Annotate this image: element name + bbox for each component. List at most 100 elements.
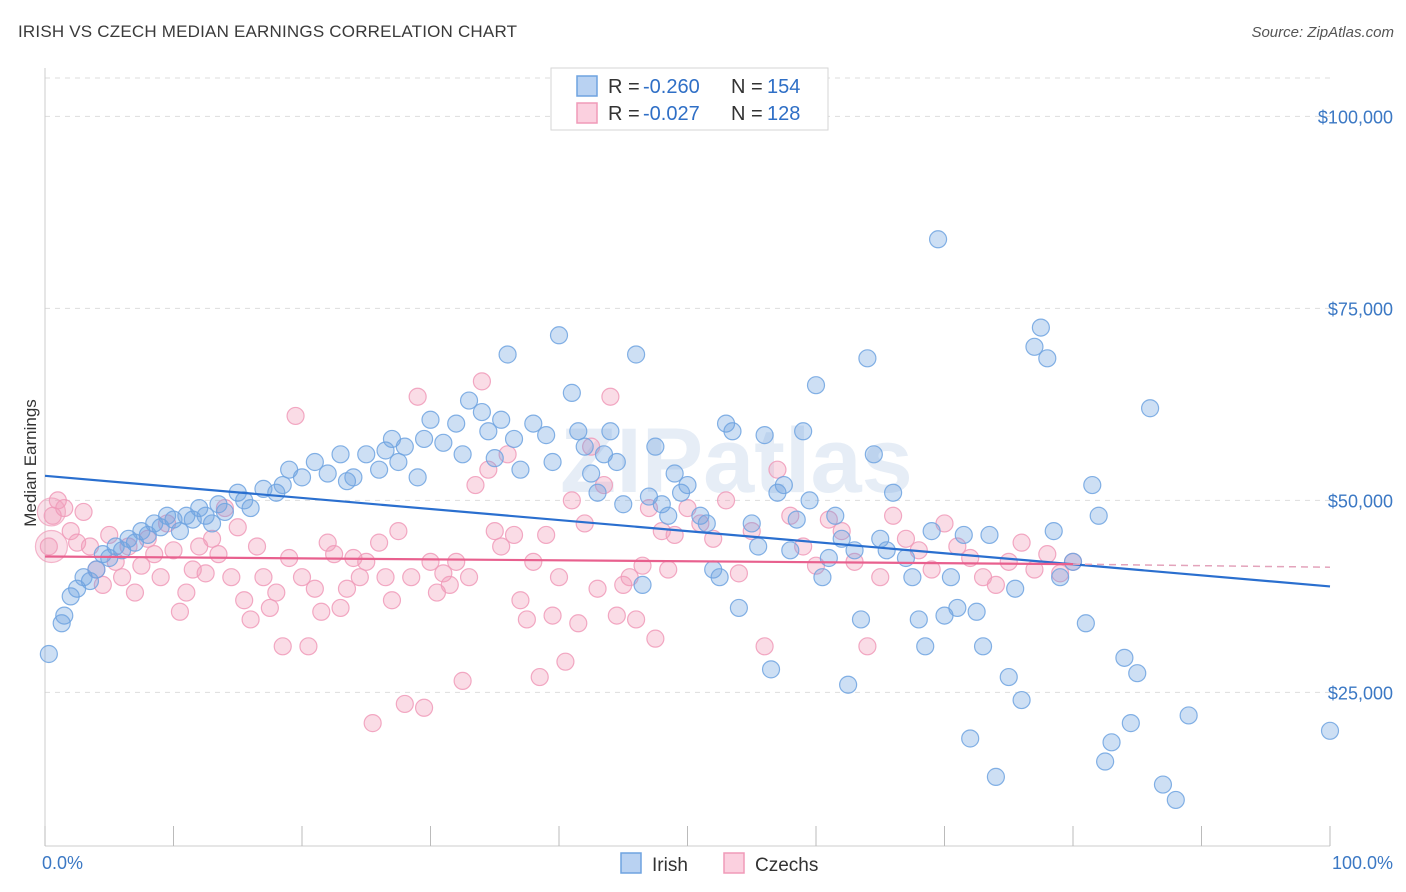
irish-point — [601, 422, 620, 441]
czech-point — [177, 583, 196, 602]
czech-point — [235, 591, 254, 610]
irish-point — [575, 437, 594, 456]
czech-point — [716, 491, 736, 510]
czech-point — [312, 602, 331, 621]
czech-point — [646, 629, 665, 648]
x-tick-label-min: 0.0% — [42, 853, 83, 873]
czech-point-large — [36, 497, 67, 527]
czech-point — [363, 714, 382, 733]
czech-point — [254, 568, 273, 587]
czech-point — [260, 598, 279, 618]
legend-irish-r-value: -0.260 — [643, 76, 700, 98]
czech-point — [202, 529, 222, 548]
czech-point — [318, 533, 337, 552]
bottom-legend-swatch-irish — [620, 852, 642, 874]
czech-trend-line — [44, 555, 1074, 566]
irish-point — [395, 437, 414, 456]
czech-point — [325, 545, 344, 564]
czech-point — [549, 568, 569, 587]
czech-point — [370, 533, 389, 552]
irish-point — [1012, 690, 1031, 710]
irish-point — [710, 568, 729, 587]
irish-point — [414, 429, 434, 449]
legend-czech-n-value: 128 — [767, 103, 800, 125]
legend-irish-n-value: 154 — [767, 76, 800, 98]
czech-point — [999, 552, 1018, 571]
czech-point — [440, 575, 459, 594]
irish-point — [903, 568, 922, 587]
irish-point — [202, 514, 222, 533]
irish-point — [241, 498, 260, 518]
czech-point — [517, 610, 536, 629]
irish-point — [569, 422, 588, 441]
irish-point — [877, 541, 896, 560]
irish-point — [1166, 790, 1185, 810]
czech-point — [434, 564, 453, 583]
irish-point — [723, 422, 742, 441]
irish-point — [626, 345, 646, 364]
czech-point — [331, 598, 350, 618]
legend-swatch-irish — [576, 75, 598, 97]
irish-point — [973, 637, 993, 656]
irish-point — [453, 445, 472, 464]
irish-point — [607, 452, 626, 472]
irish-point — [434, 433, 453, 452]
irish-point — [697, 514, 716, 533]
irish-point — [389, 452, 408, 472]
irish-point — [1140, 399, 1160, 418]
czech-point — [241, 610, 260, 629]
irish-point — [961, 729, 980, 748]
legend-czech-r-label: R = — [608, 103, 645, 125]
axes — [44, 68, 1331, 847]
irish-point — [1063, 552, 1083, 571]
irish-point — [864, 445, 883, 464]
irish-point — [1006, 579, 1025, 598]
irish-point — [755, 426, 774, 445]
czech-point — [986, 575, 1006, 594]
czech-point — [286, 406, 305, 426]
czech-point — [305, 579, 324, 598]
czech-point — [170, 602, 190, 621]
irish-point — [485, 449, 504, 468]
irish-point — [1128, 664, 1147, 683]
y-tick-label: $50,000 — [1328, 491, 1393, 511]
irish-point — [492, 410, 511, 429]
irish-point — [633, 575, 652, 594]
czech-point-large — [34, 529, 69, 564]
irish-point — [1083, 475, 1102, 495]
irish-point — [652, 495, 671, 514]
czech-point — [479, 460, 498, 479]
irish-point — [472, 402, 491, 422]
irish-point — [479, 422, 498, 441]
czech-point — [267, 583, 286, 602]
irish-point — [215, 502, 234, 522]
czech-point — [524, 552, 543, 571]
irish-point — [1102, 733, 1121, 752]
czech-point — [768, 460, 787, 479]
czech-point — [395, 694, 414, 714]
irish-point — [787, 510, 806, 529]
irish-point — [742, 514, 761, 533]
irish-point — [504, 429, 524, 449]
irish-point — [459, 391, 479, 410]
czech-point — [530, 667, 549, 687]
czech-point — [100, 525, 119, 545]
irish-point — [916, 637, 935, 656]
bottom-legend: Irish Czechs — [620, 852, 818, 876]
czech-point — [1012, 533, 1031, 552]
irish-point — [813, 568, 832, 587]
czech-point — [209, 545, 228, 564]
czech-point — [112, 568, 132, 587]
irish-point — [1051, 568, 1070, 587]
bottom-legend-swatch-czech — [723, 852, 745, 874]
irish-point — [1038, 349, 1057, 368]
irish-point — [909, 610, 928, 629]
irish-point — [87, 560, 106, 579]
irish-point — [614, 495, 633, 514]
irish-point — [357, 445, 376, 464]
czech-point — [871, 568, 890, 587]
x-tick-labels: 0.0% 100.0% — [42, 853, 1393, 873]
irish-point — [1089, 506, 1108, 525]
czech-point — [337, 579, 357, 598]
legend-czech-r-value: -0.027 — [643, 103, 700, 125]
